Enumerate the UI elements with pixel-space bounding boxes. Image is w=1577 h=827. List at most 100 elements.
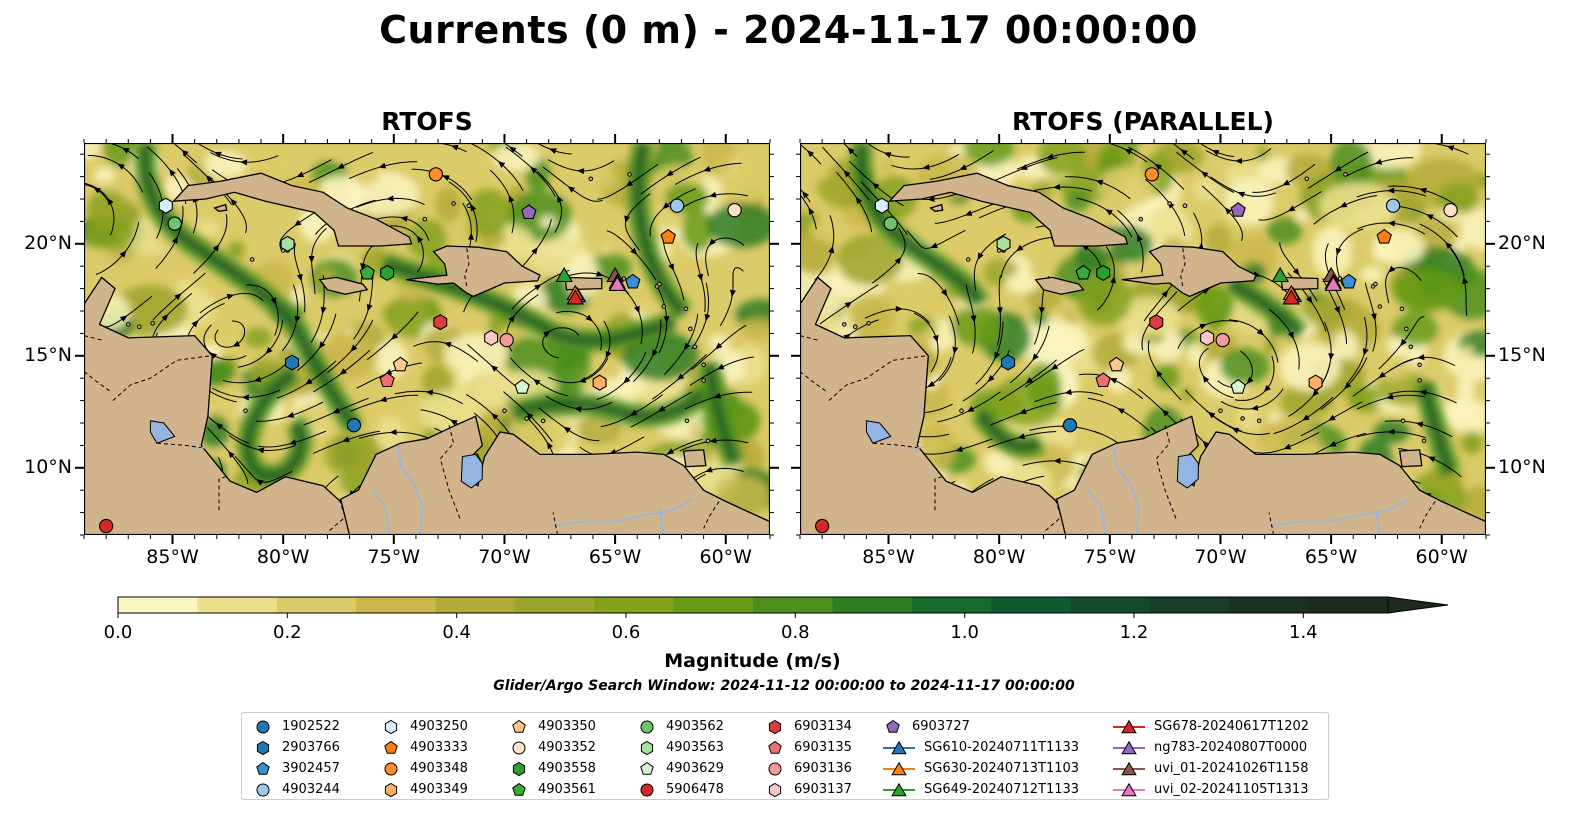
platform-marker-4903558 bbox=[1096, 264, 1111, 282]
colorbar-tick-label: 0.8 bbox=[781, 622, 810, 643]
legend-label: SG610-20240711T1133 bbox=[924, 740, 1080, 755]
legend-column: SG678-20240617T1202 ng783-20240807T0000 uv… bbox=[1112, 716, 1309, 800]
platform-marker-4903562 bbox=[883, 216, 898, 231]
legend-column: 6903134 6903135 6903136 6903137 bbox=[764, 716, 852, 800]
x-tick-label: 80°W bbox=[256, 546, 310, 568]
legend-label: 3902457 bbox=[282, 761, 340, 776]
legend-item: 4903350 bbox=[508, 716, 596, 737]
platform-marker-6903135 bbox=[1095, 372, 1111, 388]
x-tick-label: 65°W bbox=[1304, 546, 1358, 568]
legend-label: uvi_01-20241026T1158 bbox=[1154, 761, 1309, 776]
x-tick-label: 70°W bbox=[1194, 546, 1247, 568]
platform-marker-4903561 bbox=[1075, 264, 1091, 280]
platform-marker-6903136 bbox=[1215, 332, 1230, 348]
platform-marker-4903350 bbox=[392, 356, 409, 372]
legend-label: 4903558 bbox=[538, 761, 596, 776]
legend-label: 4903563 bbox=[666, 740, 724, 755]
y-tick-label: 10°N bbox=[24, 455, 72, 478]
search-window-text: Glider/Argo Search Window: 2024-11-12 00… bbox=[493, 678, 1075, 694]
colorbar-segment bbox=[435, 597, 516, 613]
platform-marker-4903629 bbox=[514, 379, 530, 394]
legend-marker-pentagon bbox=[256, 761, 270, 775]
legend-item: SG649-20240712T1133 bbox=[882, 779, 1079, 800]
legend-item: SG678-20240617T1202 bbox=[1112, 716, 1309, 737]
colorbar-tick-label: 1.0 bbox=[950, 622, 979, 643]
legend-item: 4903352 bbox=[508, 737, 596, 758]
legend-marker-hexagon bbox=[256, 740, 270, 755]
figure-title: Currents (0 m) - 2024-11-17 00:00:00 bbox=[379, 8, 1198, 52]
legend-label: 1902522 bbox=[282, 719, 340, 734]
colorbar-tick-label: 0.4 bbox=[442, 622, 471, 643]
platform-marker-6903727 bbox=[1230, 202, 1246, 217]
platform-marker-5906478 bbox=[98, 518, 114, 534]
colorbar-segment bbox=[356, 597, 437, 613]
colorbar-segment bbox=[197, 597, 278, 613]
legend-marker-circle bbox=[256, 783, 270, 796]
legend-marker-triangle-line bbox=[883, 782, 915, 796]
legend-marker-hexagon bbox=[768, 719, 782, 734]
legend: 1902522 2903766 3902457 4903244 4903250 49033… bbox=[241, 712, 1329, 800]
platform-marker-4903349 bbox=[592, 374, 607, 391]
platform-marker-4903350 bbox=[1108, 356, 1125, 372]
legend-item: 6903727 bbox=[882, 716, 1079, 737]
x-tick-label: 75°W bbox=[1083, 546, 1137, 568]
legend-marker-pentagon bbox=[384, 740, 398, 754]
platform-marker-2903766 bbox=[1001, 354, 1016, 371]
legend-marker-pentagon bbox=[886, 719, 900, 733]
legend-label: 2903766 bbox=[282, 740, 340, 755]
legend-label: SG678-20240617T1202 bbox=[1154, 719, 1310, 734]
legend-item: 4903629 bbox=[636, 758, 724, 779]
legend-item: ng783-20240807T0000 bbox=[1112, 737, 1309, 758]
legend-marker-circle bbox=[384, 762, 398, 775]
map-panel-rtofs bbox=[84, 143, 770, 535]
glider-marker-SG649-20240712T1133 bbox=[1271, 266, 1289, 283]
legend-item: 6903134 bbox=[764, 716, 852, 737]
legend-marker-triangle-line bbox=[883, 761, 915, 775]
legend-column: 4903350 4903352 4903558 4903561 bbox=[508, 716, 596, 800]
colorbar-segment bbox=[514, 597, 595, 613]
legend-label: 6903136 bbox=[794, 761, 852, 776]
legend-marker-circle bbox=[640, 783, 654, 796]
legend-marker-triangle-line bbox=[1113, 761, 1145, 775]
x-tick-label: 65°W bbox=[588, 546, 642, 568]
x-tick-label: 70°W bbox=[478, 546, 531, 568]
platform-marker-6903136 bbox=[499, 332, 514, 348]
legend-item: 6903137 bbox=[764, 779, 852, 800]
colorbar-segment bbox=[911, 597, 992, 613]
legend-item: 4903562 bbox=[636, 716, 724, 737]
legend-column: 1902522 2903766 3902457 4903244 bbox=[252, 716, 340, 800]
colorbar-tick-label: 0.0 bbox=[103, 622, 133, 643]
legend-label: ng783-20240807T0000 bbox=[1154, 740, 1308, 755]
colorbar-extend-arrow bbox=[1387, 596, 1449, 614]
legend-item: 4903348 bbox=[380, 758, 468, 779]
axis-ticks bbox=[75, 134, 1495, 544]
platform-marker-4903563 bbox=[280, 235, 295, 252]
legend-item: 1902522 bbox=[252, 716, 340, 737]
platform-marker-4903250 bbox=[874, 197, 889, 214]
legend-marker-pentagon bbox=[640, 761, 654, 775]
legend-label: 4903244 bbox=[282, 782, 340, 797]
platform-marker-4903333 bbox=[660, 228, 676, 244]
legend-label: 6903727 bbox=[912, 719, 970, 734]
platform-marker-6903727 bbox=[521, 204, 537, 220]
legend-marker-hexagon bbox=[384, 782, 398, 797]
legend-item: 4903558 bbox=[508, 758, 596, 779]
platform-marker-4903562 bbox=[167, 216, 182, 231]
legend-label: 4903333 bbox=[410, 740, 468, 755]
colorbar-segment bbox=[118, 597, 198, 613]
legend-marker-pentagon bbox=[512, 719, 526, 733]
colorbar-label: Magnitude (m/s) bbox=[664, 650, 841, 672]
platform-marker-5906478 bbox=[814, 518, 830, 534]
legend-marker-hexagon bbox=[512, 761, 526, 776]
platform-marker-2903766 bbox=[285, 354, 300, 371]
legend-label: 6903135 bbox=[794, 740, 852, 755]
colorbar-segment bbox=[991, 597, 1072, 613]
colorbar-segment bbox=[673, 597, 754, 613]
colorbar-tick-label: 0.2 bbox=[273, 622, 302, 643]
legend-marker-pentagon bbox=[512, 782, 526, 796]
legend-column: 4903250 4903333 4903348 4903349 bbox=[380, 716, 468, 800]
platform-marker-4903558 bbox=[380, 264, 395, 282]
platform-marker-4903333 bbox=[1376, 228, 1392, 244]
legend-marker-circle bbox=[256, 720, 270, 733]
